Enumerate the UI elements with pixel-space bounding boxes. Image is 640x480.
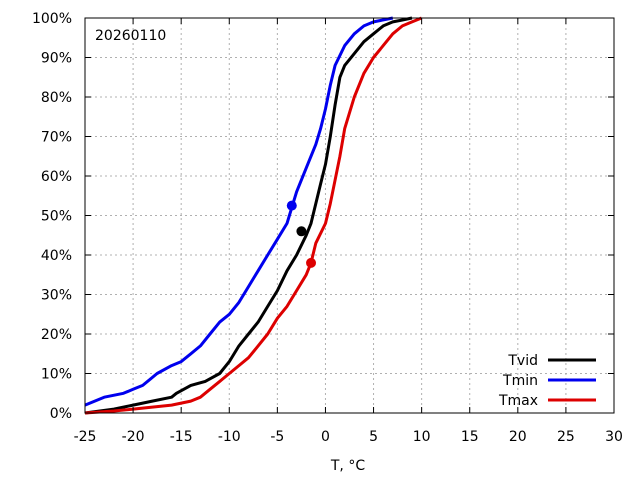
x-tick-label: 10 [413, 429, 431, 445]
y-tick-label: 100% [32, 11, 72, 27]
date-annotation: 20260110 [95, 28, 166, 44]
x-tick-label: -10 [218, 429, 241, 445]
y-tick-label: 10% [41, 367, 72, 383]
x-axis-label: T, °C [330, 458, 365, 474]
x-tick-label: 0 [321, 429, 330, 445]
x-tick-label: 30 [605, 429, 623, 445]
axis-ticks [84, 17, 615, 414]
legend-label-tmax: Tmax [498, 393, 538, 409]
legend: Tvid Tmin Tmax [498, 353, 596, 409]
x-tick-label: -15 [170, 429, 193, 445]
series-lines [84, 16, 423, 415]
x-tick-label: 15 [461, 429, 479, 445]
y-tick-label: 60% [41, 169, 72, 185]
y-tick-labels: 0% 10% 20% 30% 40% 50% 60% 70% 80% 90% 100% [32, 11, 72, 422]
x-tick-label: 20 [509, 429, 527, 445]
y-tick-label: 20% [41, 327, 72, 343]
y-tick-label: 0% [50, 406, 72, 422]
x-tick-label: -5 [270, 429, 284, 445]
y-tick-label: 80% [41, 90, 72, 106]
series-marker-tmax [306, 257, 317, 268]
series-line-tmin [84, 16, 394, 407]
grid [85, 18, 614, 413]
x-tick-labels: -25 -20 -15 -10 -5 0 5 10 15 20 25 30 [74, 429, 623, 445]
x-tick-label: -20 [122, 429, 145, 445]
y-tick-label: 90% [41, 51, 72, 67]
legend-label-tvid: Tvid [507, 353, 538, 369]
x-tick-label: -25 [74, 429, 97, 445]
series-line-tmax [84, 16, 423, 415]
series-line-tvid [84, 16, 413, 415]
y-tick-label: 40% [41, 248, 72, 264]
y-tick-label: 70% [41, 130, 72, 146]
x-tick-label: 5 [369, 429, 378, 445]
y-tick-label: 30% [41, 288, 72, 304]
series-marker-tmin [286, 200, 297, 211]
x-tick-label: 25 [557, 429, 575, 445]
series-markers [286, 200, 317, 268]
legend-label-tmin: Tmin [502, 373, 538, 389]
series-marker-tvid [296, 226, 307, 237]
y-tick-label: 50% [41, 209, 72, 225]
